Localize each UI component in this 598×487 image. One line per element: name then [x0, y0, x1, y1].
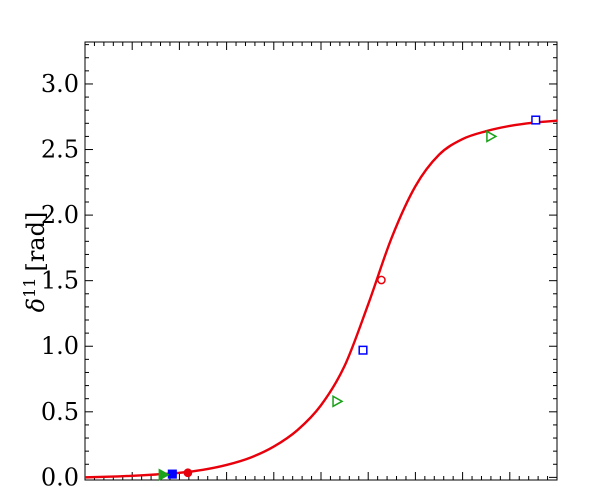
fit-curve: [85, 119, 557, 479]
y-tick-label: 1.5: [41, 267, 79, 295]
fit-curve-line: [85, 119, 557, 479]
y-axis-label-symbol: δ: [22, 298, 50, 312]
y-axis-label-superscript: 11: [20, 278, 39, 298]
y-tick-label: 0.5: [41, 398, 79, 426]
data-markers: [158, 115, 541, 482]
plot-border: [84, 41, 558, 481]
axis-ticks: [84, 42, 558, 480]
circle-marker: [377, 275, 386, 285]
triangle-marker: [158, 468, 170, 482]
y-tick-labels: 0.0 0.5 1.0 1.5 2.0 2.5 3.0: [41, 70, 79, 487]
circle-marker: [183, 468, 193, 478]
triangle-marker: [332, 395, 344, 408]
y-tick-label: 3.0: [41, 70, 79, 98]
square-marker: [167, 469, 177, 479]
y-axis-label: δ11 [rad]: [20, 212, 51, 313]
plot-frame: [84, 41, 558, 481]
square-marker: [358, 345, 368, 355]
y-axis-label-unit: [rad]: [22, 212, 50, 272]
square-marker: [531, 115, 541, 125]
y-tick-label: 1.0: [41, 332, 79, 360]
y-tick-label: 2.5: [41, 136, 79, 164]
triangle-marker: [486, 130, 498, 143]
y-tick-label: 0.0: [41, 463, 79, 487]
y-tick-label: 2.0: [41, 201, 79, 229]
